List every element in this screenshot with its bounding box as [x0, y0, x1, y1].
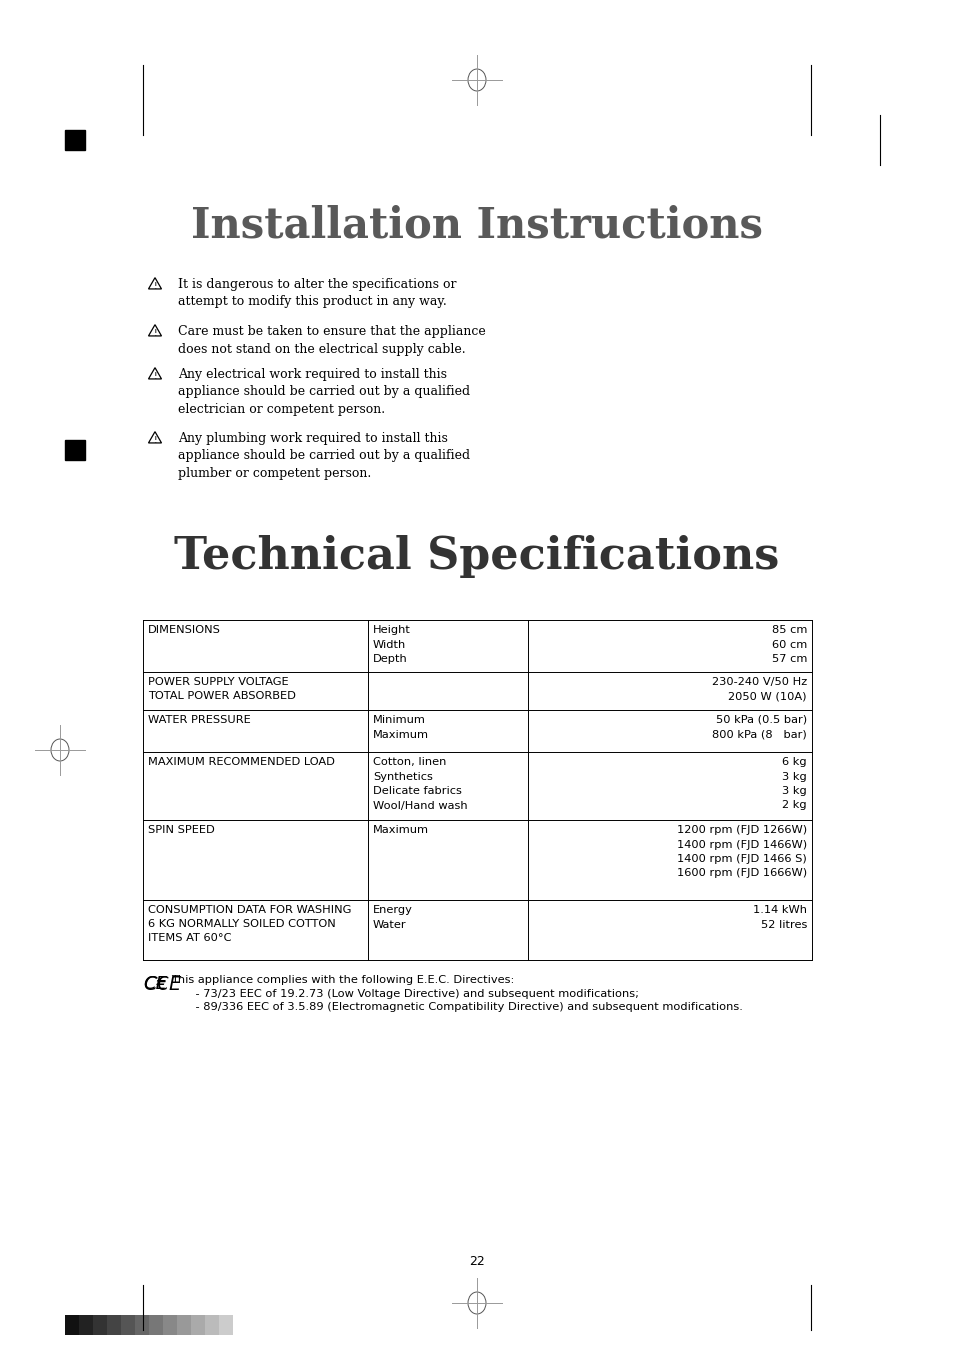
Text: Delicate fabrics: Delicate fabrics [373, 786, 461, 796]
Text: !: ! [153, 436, 156, 444]
Text: 1200 rpm (FJD 1266W): 1200 rpm (FJD 1266W) [677, 825, 806, 836]
Bar [65, 130, 85, 150]
Text: Installation Instructions: Installation Instructions [191, 205, 762, 247]
Text: 1400 rpm (FJD 1466W): 1400 rpm (FJD 1466W) [677, 840, 806, 849]
Text: CONSUMPTION DATA FOR WASHING
6 KG NORMALLY SOILED COTTON
ITEMS AT 60°C: CONSUMPTION DATA FOR WASHING 6 KG NORMAL… [148, 904, 351, 944]
Text: - 89/336 EEC of 3.5.89 (Electromagnetic Compatibility Directive) and subsequent : - 89/336 EEC of 3.5.89 (Electromagnetic … [181, 1002, 742, 1012]
Bar [79, 1315, 92, 1335]
Bar [205, 1315, 219, 1335]
Text: SPIN SPEED: SPIN SPEED [148, 825, 214, 836]
Text: 57 cm: 57 cm [771, 653, 806, 664]
Text: 2050 W (10A): 2050 W (10A) [728, 691, 806, 702]
Bar [107, 1315, 121, 1335]
Text: 52 litres: 52 litres [760, 919, 806, 930]
Text: Maximum: Maximum [373, 729, 429, 740]
Text: 1.14 kWh: 1.14 kWh [752, 904, 806, 915]
Text: Synthetics: Synthetics [373, 771, 433, 782]
Text: Maximum: Maximum [373, 825, 429, 836]
Text: Care must be taken to ensure that the appliance
does not stand on the electrical: Care must be taken to ensure that the ap… [178, 325, 485, 355]
Text: It is dangerous to alter the specifications or
attempt to modify this product in: It is dangerous to alter the specificati… [178, 278, 456, 309]
Text: Height: Height [373, 625, 411, 634]
Text: Width: Width [373, 640, 406, 649]
Text: 6 kg: 6 kg [781, 757, 806, 767]
Text: 22: 22 [469, 1256, 484, 1268]
Bar [177, 1315, 191, 1335]
Text: DIMENSIONS: DIMENSIONS [148, 625, 221, 634]
Text: 3 kg: 3 kg [781, 771, 806, 782]
Text: WATER PRESSURE: WATER PRESSURE [148, 716, 251, 725]
Bar [163, 1315, 177, 1335]
Text: Depth: Depth [373, 653, 407, 664]
Text: POWER SUPPLY VOLTAGE
TOTAL POWER ABSORBED: POWER SUPPLY VOLTAGE TOTAL POWER ABSORBE… [148, 676, 295, 701]
Text: Wool/Hand wash: Wool/Hand wash [373, 801, 467, 810]
Bar [92, 1315, 107, 1335]
Bar [121, 1315, 135, 1335]
Text: 3 kg: 3 kg [781, 786, 806, 796]
Text: 50 kPa (0.5 bar): 50 kPa (0.5 bar) [715, 716, 806, 725]
Bar [65, 1315, 79, 1335]
Text: Technical Specifications: Technical Specifications [174, 535, 779, 578]
Text: Any plumbing work required to install this
appliance should be carried out by a : Any plumbing work required to install th… [178, 432, 470, 481]
Text: Energy: Energy [373, 904, 413, 915]
Text: Minimum: Minimum [373, 716, 425, 725]
Bar [149, 1315, 163, 1335]
Text: Any electrical work required to install this
appliance should be carried out by : Any electrical work required to install … [178, 369, 470, 416]
Bar [191, 1315, 205, 1335]
Text: !: ! [153, 282, 156, 290]
Text: 85 cm: 85 cm [771, 625, 806, 634]
Bar [135, 1315, 149, 1335]
Text: 1400 rpm (FJD 1466 S): 1400 rpm (FJD 1466 S) [677, 855, 806, 864]
Text: !: ! [153, 328, 156, 338]
Text: 1600 rpm (FJD 1666W): 1600 rpm (FJD 1666W) [677, 868, 806, 879]
Text: MAXIMUM RECOMMENDED LOAD: MAXIMUM RECOMMENDED LOAD [148, 757, 335, 767]
Text: 2 kg: 2 kg [781, 801, 806, 810]
Text: !: ! [153, 371, 156, 381]
Text: This appliance complies with the following E.E.C. Directives:: This appliance complies with the followi… [171, 975, 514, 985]
Text: 60 cm: 60 cm [771, 640, 806, 649]
Text: Cotton, linen: Cotton, linen [373, 757, 446, 767]
Text: C€E: C€E [143, 975, 181, 994]
Text: 800 kPa (8   bar): 800 kPa (8 bar) [712, 729, 806, 740]
Text: CE: CE [143, 975, 167, 994]
Text: - 73/23 EEC of 19.2.73 (Low Voltage Directive) and subsequent modifications;: - 73/23 EEC of 19.2.73 (Low Voltage Dire… [181, 990, 639, 999]
Text: Water: Water [373, 919, 406, 930]
Bar [65, 440, 85, 460]
Text: 230-240 V/50 Hz: 230-240 V/50 Hz [711, 676, 806, 687]
Bar [219, 1315, 233, 1335]
